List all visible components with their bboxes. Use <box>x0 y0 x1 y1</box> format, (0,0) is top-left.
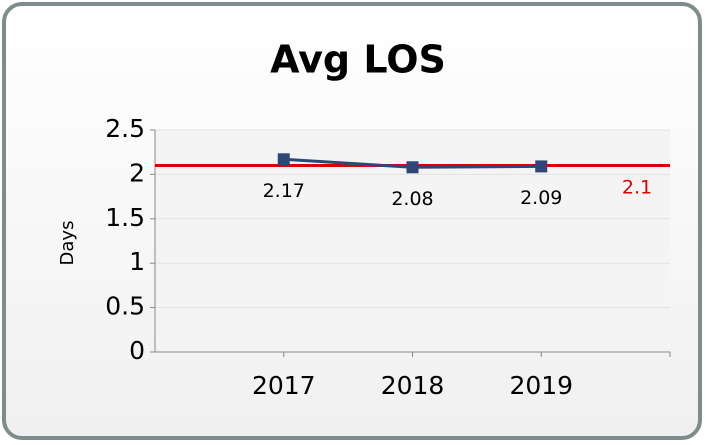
chart-title: Avg LOS <box>270 38 446 82</box>
data-label: 2.08 <box>391 188 433 210</box>
x-tick-label: 2017 <box>252 371 316 400</box>
y-tick-label: 1 <box>129 247 145 276</box>
y-tick-label: 0.5 <box>105 292 145 321</box>
point-marker <box>277 153 290 166</box>
point-marker <box>535 160 548 173</box>
y-axis-label: Days <box>57 221 78 266</box>
data-label: 2.09 <box>520 187 562 209</box>
reference-label: 2.1 <box>622 177 652 199</box>
y-tick-label: 2.5 <box>105 114 145 143</box>
y-tick-label: 0 <box>129 336 145 365</box>
x-tick-label: 2018 <box>381 371 445 400</box>
y-tick-label: 1.5 <box>105 203 145 232</box>
y-tick-label: 2 <box>129 158 145 187</box>
data-label: 2.17 <box>263 180 305 202</box>
x-tick-label: 2019 <box>509 371 573 400</box>
point-marker <box>406 161 419 174</box>
